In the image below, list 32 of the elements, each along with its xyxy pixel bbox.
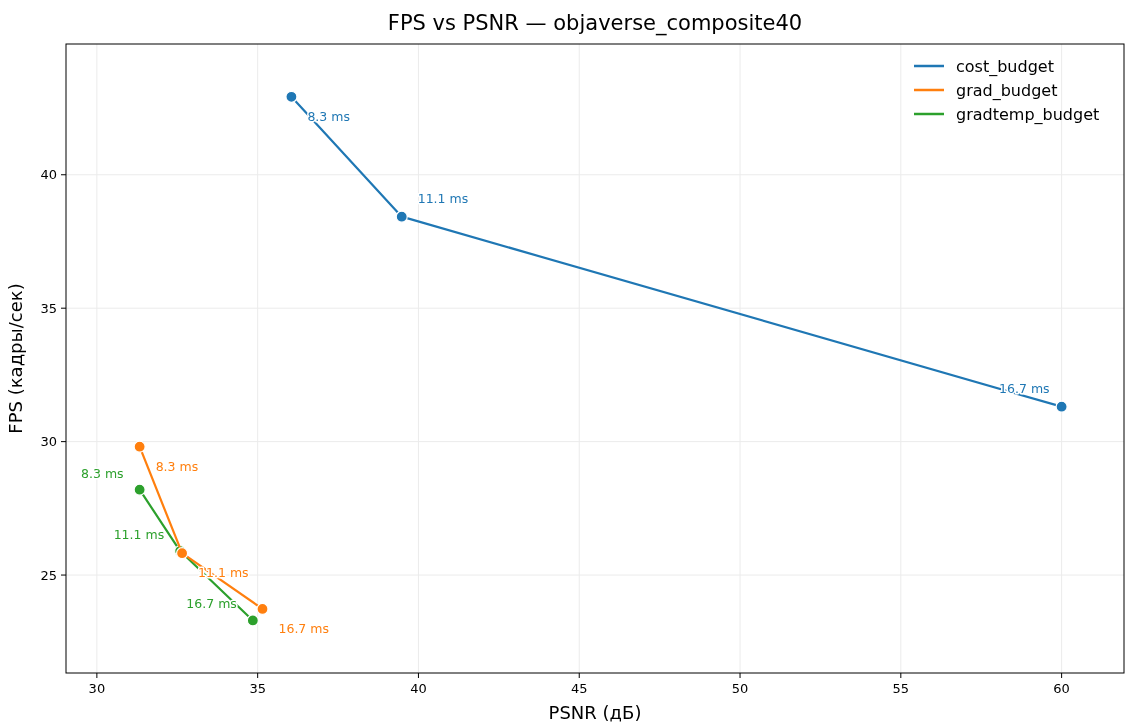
x-axis-title: PSNR (дБ)	[548, 702, 642, 723]
point	[285, 90, 298, 103]
x-tick-label: 50	[731, 681, 749, 696]
annotation: 8.3 ms	[81, 465, 124, 481]
annotation: 11.1 ms	[417, 190, 469, 206]
y-tick-label: 30	[40, 434, 57, 450]
point	[395, 210, 408, 223]
x-tick-label: 35	[249, 681, 266, 696]
point	[246, 614, 259, 627]
legend-label: cost_budget	[956, 56, 1054, 77]
annotation: 16.7 ms	[278, 620, 329, 636]
x-tick-label: 45	[570, 681, 588, 696]
x-tick-label: 55	[892, 681, 910, 696]
x-tick-label: 30	[88, 681, 106, 696]
point	[133, 440, 146, 453]
x-tick-label: 60	[1053, 681, 1070, 696]
legend-label: gradtemp_budget	[956, 104, 1100, 125]
annotation: 16.7 ms	[999, 380, 1050, 396]
point	[1055, 400, 1068, 413]
chart-title: FPS vs PSNR — objaverse_composite40	[387, 11, 803, 36]
point	[256, 602, 269, 616]
annotation: 8.3 ms	[155, 458, 199, 474]
y-tick-label: 35	[40, 300, 57, 316]
annotation: 11.1 ms	[113, 527, 165, 543]
y-tick-label: 40	[40, 167, 57, 183]
annotation: 8.3 ms	[307, 108, 350, 124]
annotation: 16.7 ms	[186, 596, 237, 612]
y-tick-label: 25	[40, 567, 57, 583]
y-axis-title: FPS (кадры/сек)	[5, 283, 26, 434]
point	[133, 483, 146, 496]
legend-label: grad_budget	[956, 80, 1058, 101]
x-tick-label: 40	[410, 681, 427, 696]
